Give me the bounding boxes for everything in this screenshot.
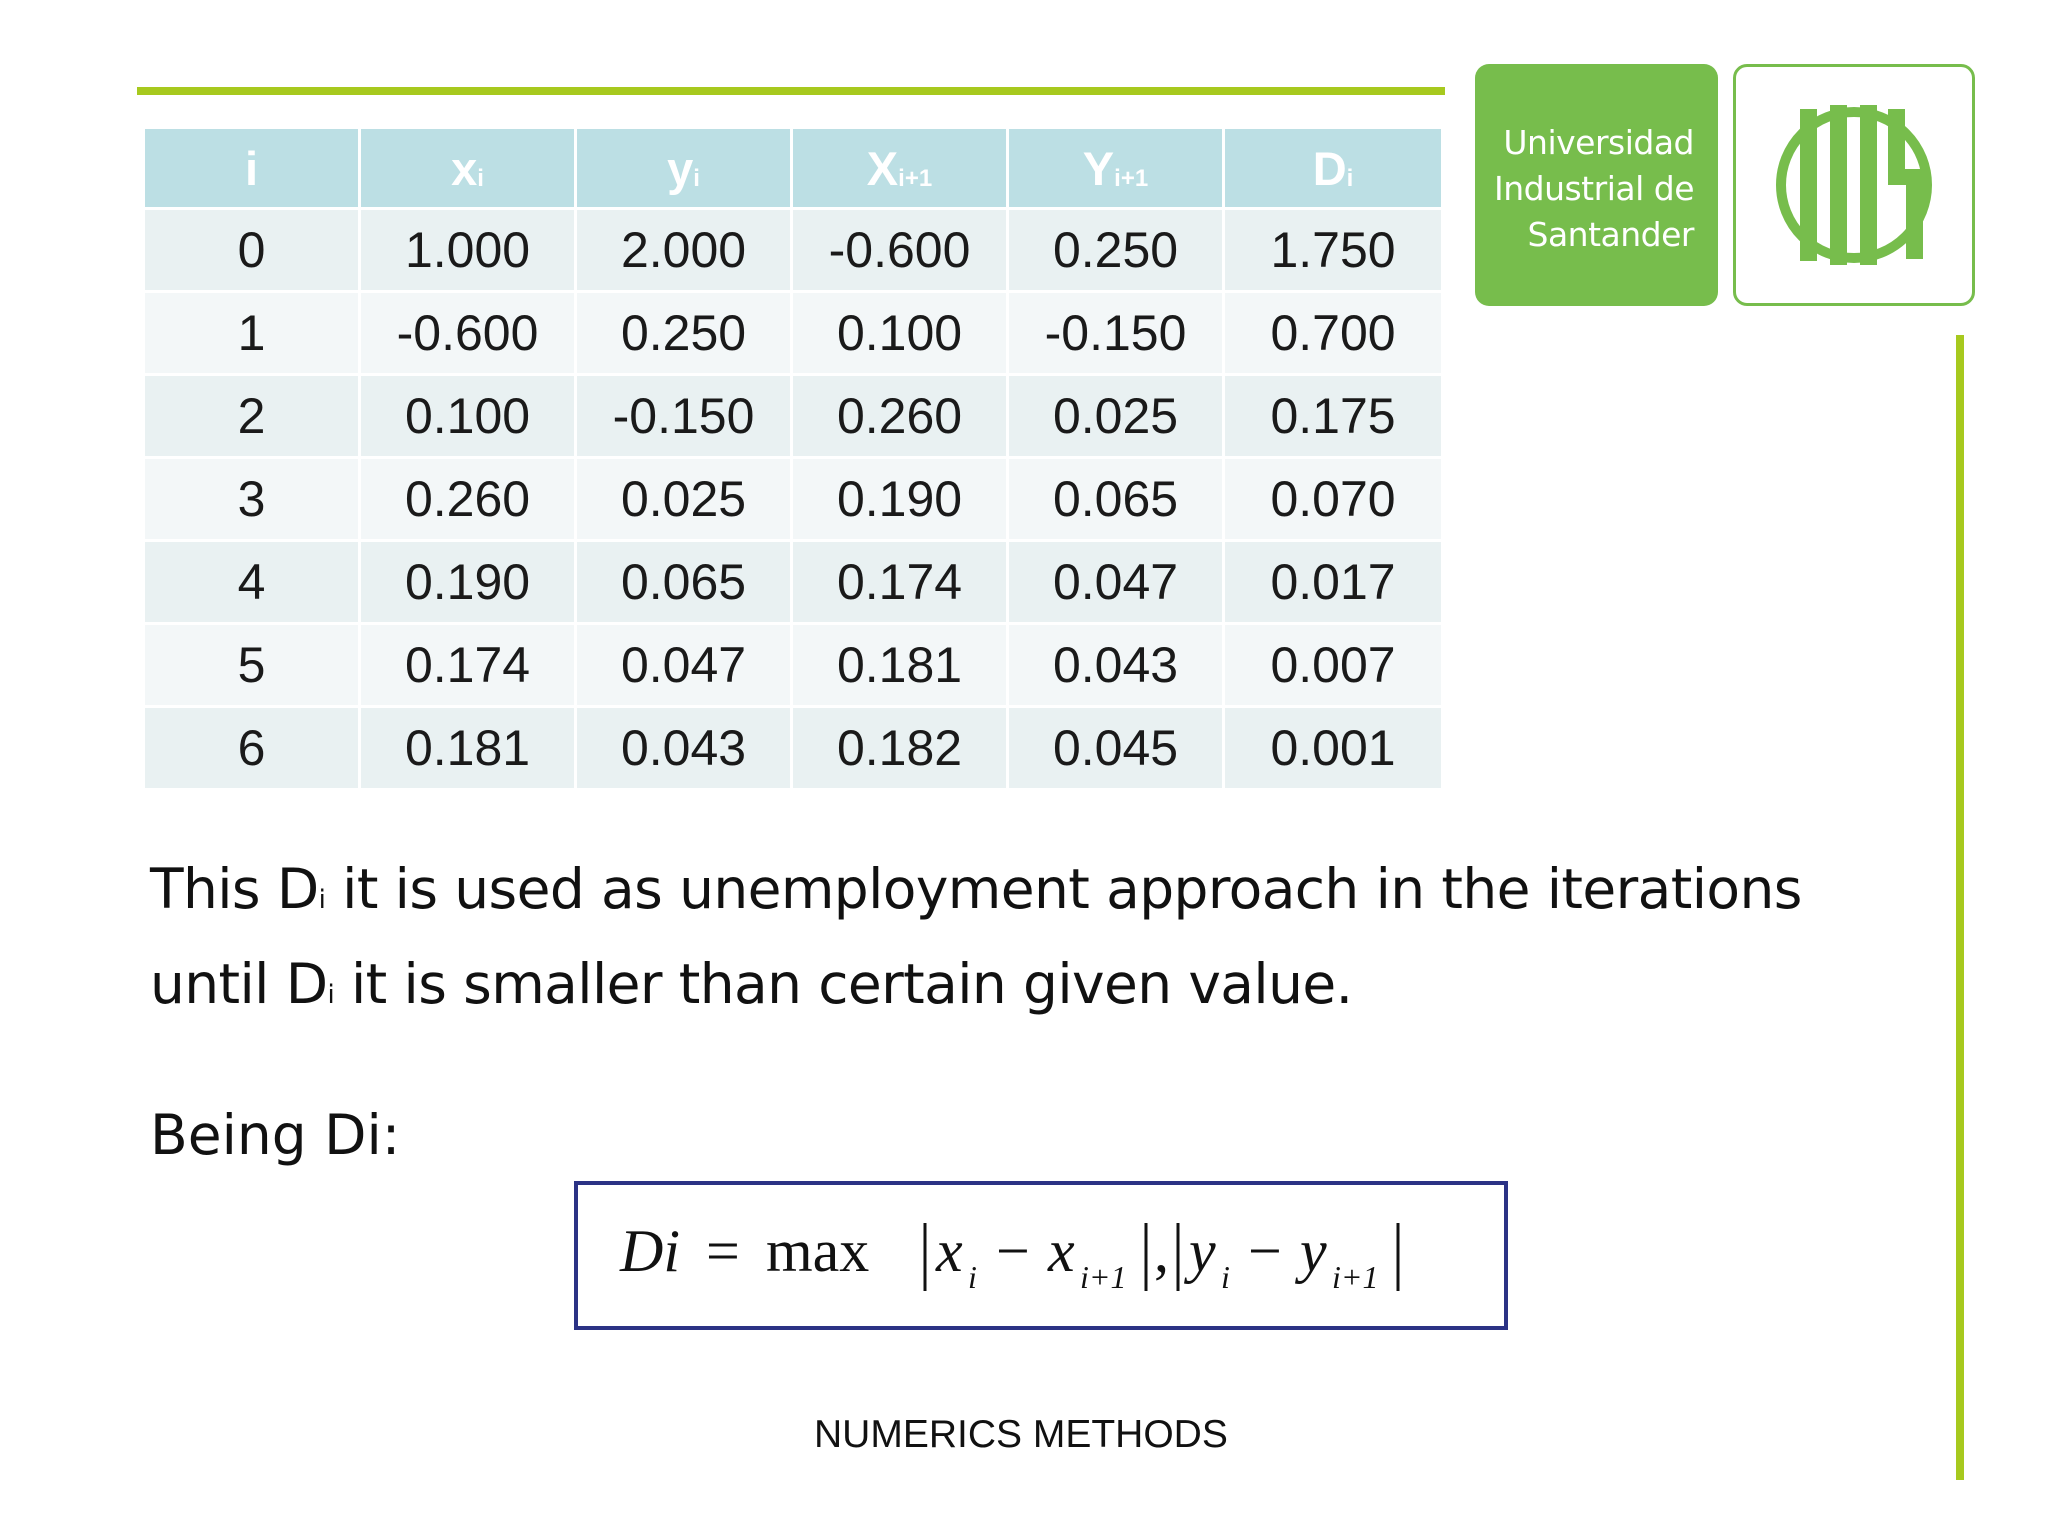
table-cell: 2 [145,376,361,459]
header-i: i [145,129,361,210]
table-cell: 5 [145,625,361,708]
formula-x: x [1047,1218,1075,1284]
table-cell: 0.260 [793,376,1009,459]
table-cell: -0.600 [361,293,577,376]
table-cell: 0.043 [577,708,793,791]
table-cell: 4 [145,542,361,625]
paragraph-line-2: until Di it is smaller than certain give… [150,952,1353,1016]
table-row: 5 0.174 0.047 0.181 0.043 0.007 [145,625,1441,708]
formula-y: y [1183,1218,1216,1284]
table-cell: 0.100 [361,376,577,459]
table-cell: 0.700 [1225,293,1441,376]
table-row: 4 0.190 0.065 0.174 0.047 0.017 [145,542,1441,625]
formula-lhs: Di [619,1218,680,1284]
table-cell: 0.250 [577,293,793,376]
table-cell: 0.001 [1225,708,1441,791]
table-cell: -0.600 [793,210,1009,293]
formula-equals: = [706,1218,740,1284]
header-y-next: Yi+1 [1009,129,1225,210]
table-cell: 0.025 [577,459,793,542]
table-cell: 3 [145,459,361,542]
table-header-row: i xi yi Xi+1 Yi+1 Di [145,129,1441,210]
table-cell: 0.181 [793,625,1009,708]
formula-max: max [766,1218,869,1284]
table-cell: 0.070 [1225,459,1441,542]
formula-y: y [1294,1218,1327,1284]
table-cell: 0.174 [793,542,1009,625]
table-cell: 0.047 [1009,542,1225,625]
table-cell: 0.007 [1225,625,1441,708]
formula-minus: − [1248,1218,1282,1284]
table-cell: 2.000 [577,210,793,293]
formula-sub-i1: i+1 [1080,1259,1126,1295]
table-cell: 1.000 [361,210,577,293]
table-cell: -0.150 [577,376,793,459]
logo-line-2: Industrial de [1493,169,1695,208]
table-cell: 6 [145,708,361,791]
footer-title: NUMERICS METHODS [814,1413,1228,1456]
table-cell: 0.047 [577,625,793,708]
formula-sub-i: i [968,1259,977,1295]
table-cell: 0.250 [1009,210,1225,293]
logo-line-3: Santander [1527,215,1695,254]
table-cell: 0.260 [361,459,577,542]
table-cell: 0.045 [1009,708,1225,791]
table-cell: 1 [145,293,361,376]
table-cell: 0.043 [1009,625,1225,708]
formula-box: Di = max x i − x i+1 , y i − y i+1 [574,1181,1508,1330]
table-cell: 0.190 [793,459,1009,542]
table-cell: 0.181 [361,708,577,791]
university-logo-text: Universidad Industrial de Santander [1475,64,1718,306]
table-cell: 0.190 [361,542,577,625]
formula-x: x [935,1218,963,1284]
table-row: 6 0.181 0.043 0.182 0.045 0.001 [145,708,1441,791]
header-x-next: Xi+1 [793,129,1009,210]
table-cell: 0.065 [577,542,793,625]
uis-monogram-icon [1733,64,1975,306]
formula-minus: − [996,1218,1030,1284]
formula-sub-i: i [1221,1259,1230,1295]
table-cell: 0.065 [1009,459,1225,542]
table-cell: 1.750 [1225,210,1441,293]
explanation-paragraph: This Di it is used as unemployment appro… [150,847,1930,1037]
table-row: 0 1.000 2.000 -0.600 0.250 1.750 [145,210,1441,293]
table-cell: 0.017 [1225,542,1441,625]
formula-comma: , [1154,1218,1169,1284]
header-yi: yi [577,129,793,210]
table-cell: 0.100 [793,293,1009,376]
table-row: 3 0.260 0.025 0.190 0.065 0.070 [145,459,1441,542]
side-accent-rule [1956,335,1964,1480]
top-accent-rule [137,87,1445,95]
table-cell: 0.174 [361,625,577,708]
table-row: 2 0.100 -0.150 0.260 0.025 0.175 [145,376,1441,459]
table-cell: 0.025 [1009,376,1225,459]
header-di: Di [1225,129,1441,210]
formula-sub-i1: i+1 [1332,1259,1378,1295]
table-row: 1 -0.600 0.250 0.100 -0.150 0.700 [145,293,1441,376]
logo-line-1: Universidad [1503,123,1694,162]
being-label: Being Di: [150,1103,401,1167]
paragraph-line-1: This Di it is used as unemployment appro… [150,857,1802,921]
table-cell: 0 [145,210,361,293]
table-cell: 0.175 [1225,376,1441,459]
iteration-table: i xi yi Xi+1 Yi+1 Di 0 1.000 2.000 -0.60… [145,129,1441,791]
table-cell: 0.182 [793,708,1009,791]
header-xi: xi [361,129,577,210]
table-cell: -0.150 [1009,293,1225,376]
